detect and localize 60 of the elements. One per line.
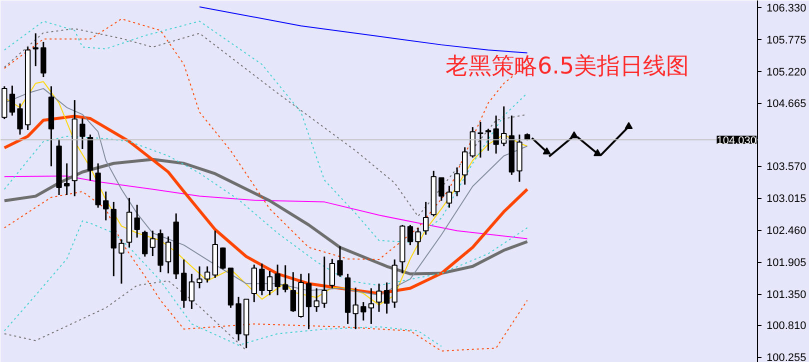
candlestick xyxy=(134,204,140,238)
candlestick xyxy=(322,256,328,309)
y-tick-label: 105.220 xyxy=(766,66,806,78)
y-tick-label: 103.570 xyxy=(766,161,806,174)
y-tick-label: 100.255 xyxy=(766,352,806,362)
ref-line-label: 104.030 xyxy=(716,134,757,147)
candlestick xyxy=(118,238,124,284)
candlestick xyxy=(142,230,148,258)
candlestick xyxy=(282,264,288,294)
candlestick xyxy=(306,272,312,330)
candlestick xyxy=(407,224,414,246)
line-series xyxy=(4,191,528,352)
candlestick xyxy=(32,32,38,67)
candlestick xyxy=(454,166,460,197)
candlestick xyxy=(165,236,172,274)
line-series xyxy=(4,220,442,347)
y-tick-label: 101.350 xyxy=(766,289,806,302)
candlestick xyxy=(220,246,226,270)
candlestick xyxy=(266,270,273,296)
y-tick-label: 101.905 xyxy=(766,257,806,270)
candlestick xyxy=(462,146,468,186)
line-series xyxy=(199,6,528,54)
y-tick-label: 103.015 xyxy=(766,193,806,206)
candlestick xyxy=(438,177,444,202)
y-tick-label: 106.330 xyxy=(766,2,806,14)
candlestick xyxy=(290,271,296,313)
line-series xyxy=(4,176,528,240)
candlestick xyxy=(337,245,343,278)
y-tick-label: 104.665 xyxy=(766,98,806,110)
candlestick xyxy=(259,262,265,296)
candlestick xyxy=(376,282,382,313)
candlestick xyxy=(493,114,499,154)
candlestick xyxy=(368,288,374,325)
candlestick xyxy=(446,185,452,208)
candlestick xyxy=(352,286,358,330)
line-series xyxy=(2,158,529,276)
candlestick xyxy=(64,162,70,196)
candlestick xyxy=(485,128,492,152)
candlestick xyxy=(17,102,23,136)
candlestick xyxy=(274,264,280,296)
candlestick xyxy=(314,288,320,313)
candlestick xyxy=(204,266,210,284)
line-series xyxy=(4,280,247,351)
candlestick xyxy=(9,84,16,116)
y-tick-label: 100.810 xyxy=(766,320,806,332)
text: 老黑策略6.5美指日线图 xyxy=(446,54,690,80)
candlestick xyxy=(478,121,484,158)
candlestick xyxy=(80,118,86,150)
candlestick xyxy=(196,266,202,290)
candlestick xyxy=(422,201,429,236)
candlestick xyxy=(360,301,366,322)
y-tick-label: 105.775 xyxy=(766,34,806,46)
candlestick xyxy=(188,273,195,310)
candlestick xyxy=(103,190,109,222)
line-series xyxy=(4,136,528,286)
candlestick xyxy=(384,282,390,314)
candlestick xyxy=(415,227,421,256)
candlestick xyxy=(150,230,156,257)
y-tick-label: 102.460 xyxy=(766,225,806,238)
candlestick xyxy=(329,258,336,290)
